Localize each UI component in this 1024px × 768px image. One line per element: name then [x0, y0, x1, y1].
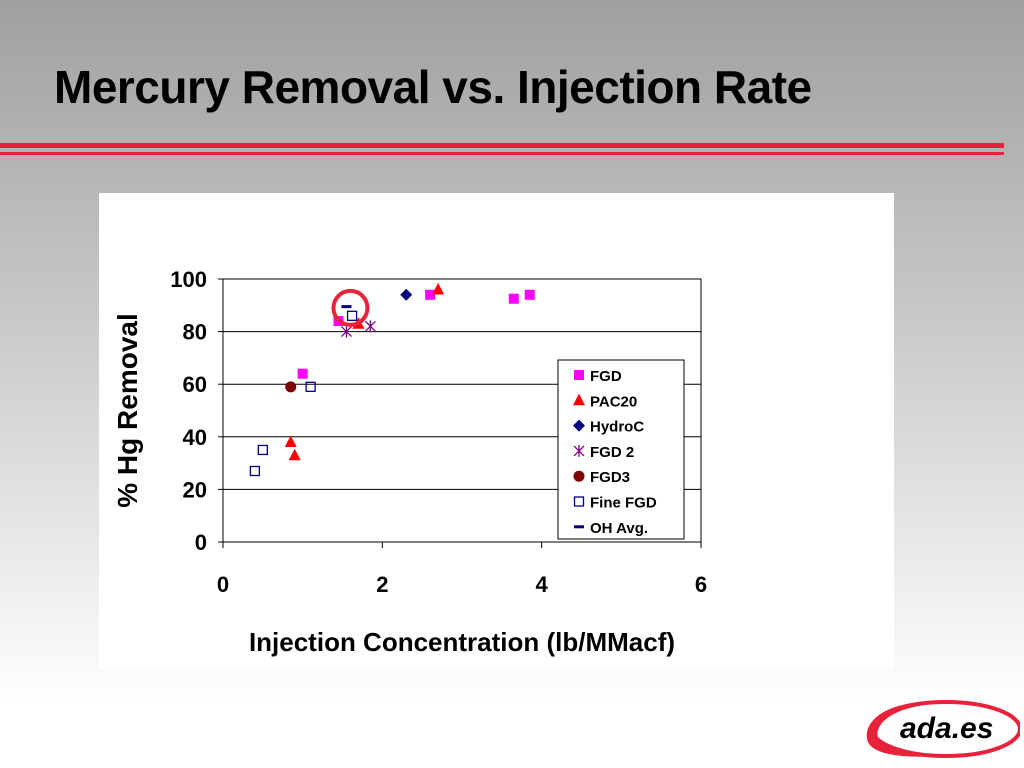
- scatter-chart: 0 20 40 60 80 100 0 2 4 6 Injection Concentration …: [112, 267, 707, 657]
- legend-label-fgd: FGD: [590, 368, 622, 385]
- legend-marker-fine-fgd: [573, 496, 585, 507]
- logo-text: ada.es: [900, 712, 993, 745]
- point-fgd: [425, 289, 436, 300]
- x-tick-label: 2: [376, 572, 388, 597]
- legend-label-pac20: PAC20: [590, 393, 637, 410]
- logo-swoosh: [866, 702, 956, 757]
- company-logo: ada.es: [866, 700, 1020, 758]
- y-tick-label: 80: [183, 320, 207, 345]
- legend-marker-pac20: [573, 393, 585, 406]
- x-tick-label: 6: [695, 572, 707, 597]
- point-fine-fgd: [257, 444, 268, 456]
- logo-ring: [870, 700, 1020, 758]
- point-fgd: [524, 289, 535, 300]
- point-fine-fgd: [249, 465, 261, 477]
- legend-label-oh-avg: OH Avg.: [590, 520, 648, 537]
- chart-panel: 0 20 40 60 80 100 0 2 4 6 Injection Concentration …: [99, 193, 894, 669]
- legend-label-fgd3: FGD3: [590, 469, 630, 486]
- legend-label-hydroc: HydroC: [590, 419, 644, 436]
- point-fgd: [508, 293, 519, 304]
- point-oh-avg: [341, 305, 352, 309]
- accent-rule-bottom: [0, 152, 1004, 155]
- accent-rule-top: [0, 143, 1004, 148]
- x-tick-label: 0: [217, 572, 229, 597]
- highlight-circle: [331, 288, 370, 327]
- point-fine-fgd: [346, 310, 358, 321]
- point-hydroc: [400, 288, 413, 301]
- y-tick-label: 60: [183, 372, 207, 397]
- point-pac20: [432, 283, 445, 295]
- x-tick-label: 4: [536, 572, 549, 597]
- legend-marker-fgd-2: [573, 444, 585, 457]
- legend-marker-fgd: [574, 370, 584, 380]
- point-pac20: [284, 435, 297, 448]
- y-tick-label: 40: [183, 425, 207, 450]
- point-fgd-2: [364, 320, 376, 333]
- point-fgd3: [285, 381, 297, 393]
- legend-label-fgd-2: FGD 2: [590, 444, 634, 461]
- legend-marker-hydroc: [573, 419, 585, 432]
- y-tick-label: 0: [195, 530, 207, 555]
- y-tick-label: 100: [170, 267, 207, 292]
- legend-marker-fgd3: [573, 470, 585, 482]
- slide-title: Mercury Removal vs. Injection Rate: [54, 61, 812, 113]
- y-axis-label: % Hg Removal: [112, 313, 143, 508]
- plot-area: [222, 278, 702, 543]
- point-fgd: [297, 368, 308, 379]
- point-fine-fgd: [305, 381, 316, 392]
- x-axis-label: Injection Concentration (lb/MMacf): [249, 627, 675, 657]
- y-tick-label: 20: [183, 477, 207, 502]
- point-fgd-2: [341, 325, 352, 338]
- legend-marker-oh-avg: [574, 525, 584, 529]
- legend-label-fine-fgd: Fine FGD: [590, 495, 657, 512]
- point-pac20: [288, 448, 301, 461]
